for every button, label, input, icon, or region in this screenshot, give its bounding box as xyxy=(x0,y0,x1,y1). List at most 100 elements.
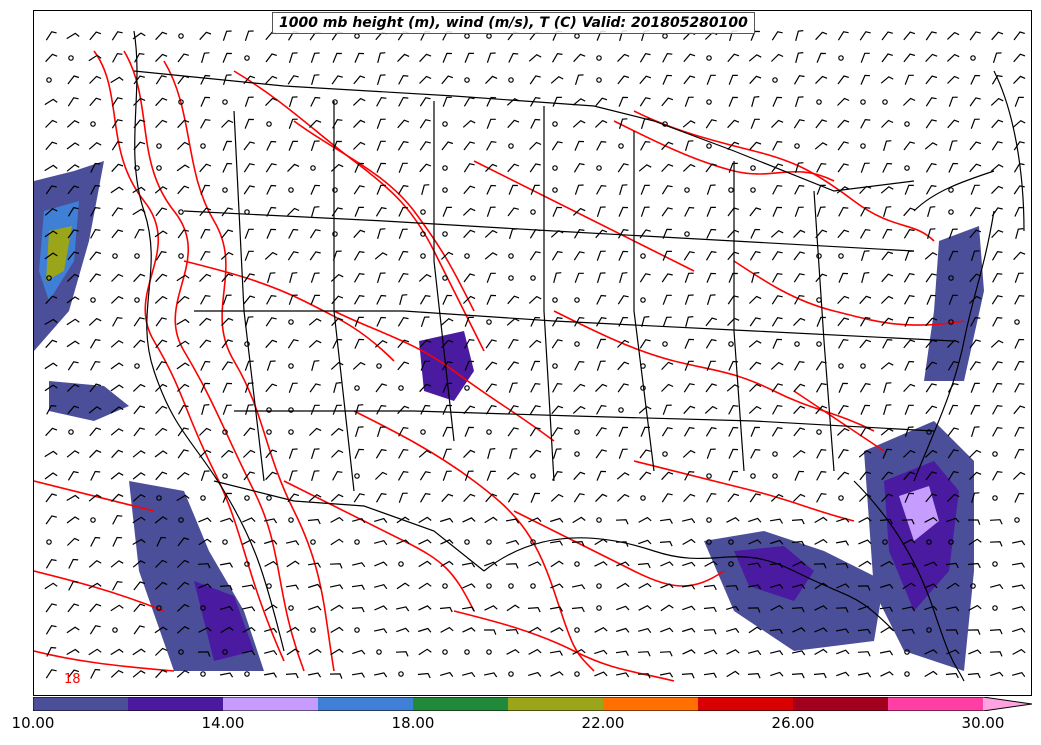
wind-barb xyxy=(442,96,452,107)
wind-barb xyxy=(155,53,168,63)
wind-barb xyxy=(659,651,673,657)
wind-barb xyxy=(264,650,278,656)
wind-barb xyxy=(616,472,630,480)
wind-barb xyxy=(990,97,1004,106)
wind-barb xyxy=(637,562,651,569)
wind-barb xyxy=(880,560,894,567)
wind-barb xyxy=(836,583,850,589)
wind-barb xyxy=(748,405,762,414)
wind-barb xyxy=(310,404,320,415)
wind-barb xyxy=(728,426,739,437)
wind-barb xyxy=(706,228,717,239)
calm-wind-circle xyxy=(508,583,514,589)
wind-barb xyxy=(903,383,916,393)
wind-barb xyxy=(530,492,540,503)
wind-barb xyxy=(791,540,805,547)
wind-barb xyxy=(770,493,784,502)
wind-barb xyxy=(530,184,540,195)
calm-wind-circle xyxy=(552,165,558,171)
wind-barb xyxy=(659,672,674,678)
wind-barb xyxy=(770,53,784,62)
wind-barb xyxy=(793,75,805,85)
wind-barb xyxy=(45,559,57,569)
wind-barb xyxy=(682,449,696,458)
wind-barb xyxy=(795,30,804,41)
wind-barb xyxy=(880,362,894,370)
wind-barb xyxy=(463,229,476,239)
wind-barb xyxy=(45,669,57,679)
wind-barb xyxy=(442,448,452,459)
wind-barb xyxy=(286,648,300,656)
wind-barb xyxy=(529,251,541,261)
wind-barb xyxy=(595,449,607,459)
wind-barb xyxy=(815,405,828,415)
wind-barb xyxy=(266,294,277,305)
wind-barb xyxy=(747,607,761,613)
wind-barb xyxy=(66,119,80,128)
calm-wind-circle xyxy=(376,649,382,655)
wind-barb xyxy=(133,317,145,327)
calm-wind-circle xyxy=(222,649,228,655)
colorbar-segment xyxy=(698,697,793,711)
wind-barb xyxy=(308,318,322,326)
wind-barb xyxy=(618,118,628,129)
wind-barb xyxy=(462,672,476,678)
wind-barb xyxy=(462,583,476,589)
wind-barb xyxy=(924,516,938,523)
calm-wind-circle xyxy=(464,253,470,259)
wind-barb xyxy=(484,629,497,635)
wind-barb xyxy=(639,97,651,107)
wind-barb xyxy=(616,339,630,348)
wind-barb xyxy=(332,52,342,63)
wind-barb xyxy=(396,582,410,590)
wind-barb xyxy=(814,605,828,611)
wind-barb xyxy=(1014,272,1024,283)
wind-barb xyxy=(397,185,409,195)
calm-wind-circle xyxy=(574,341,580,347)
wind-barb xyxy=(990,339,1004,348)
calm-wind-circle xyxy=(530,209,536,215)
wind-barb xyxy=(572,207,586,216)
wind-barb xyxy=(222,30,232,41)
wind-barb xyxy=(552,206,563,217)
wind-barb xyxy=(200,184,211,195)
wind-barb xyxy=(486,470,496,481)
calm-wind-circle xyxy=(552,187,558,193)
wind-barb xyxy=(596,184,607,195)
wind-barb xyxy=(354,448,365,459)
calm-wind-circle xyxy=(156,495,162,501)
wind-barb xyxy=(351,584,365,590)
wind-barb xyxy=(265,471,278,481)
wind-barb xyxy=(640,206,650,217)
wind-barb xyxy=(662,404,672,415)
wind-barb xyxy=(793,405,806,415)
calm-wind-circle xyxy=(46,275,52,281)
wind-barb xyxy=(835,628,850,634)
wind-barb xyxy=(265,383,278,393)
wind-barb xyxy=(594,671,608,677)
wind-barb xyxy=(550,560,564,568)
wind-barb xyxy=(200,382,211,393)
wind-barb xyxy=(376,294,387,305)
wind-barb xyxy=(418,449,432,458)
wind-barb xyxy=(463,273,475,283)
wind-barb xyxy=(838,382,848,393)
wind-barb xyxy=(288,52,298,63)
calm-wind-circle xyxy=(904,121,910,127)
wind-barb xyxy=(90,228,101,239)
wind-barb xyxy=(924,251,938,260)
wind-barb xyxy=(750,118,760,129)
wind-barb xyxy=(221,207,233,217)
wind-barb xyxy=(485,75,498,85)
wind-barb xyxy=(1011,540,1026,546)
wind-barb xyxy=(396,539,410,545)
calm-wind-circle xyxy=(706,473,712,479)
wind-barb xyxy=(924,449,938,458)
colorbar-tick-label: 30.00 xyxy=(961,714,1005,732)
wind-barb xyxy=(837,141,849,151)
wind-barb xyxy=(945,562,959,569)
wind-barb xyxy=(640,140,651,151)
wind-barb xyxy=(1013,141,1025,151)
wind-barb xyxy=(333,382,342,393)
wind-barb xyxy=(354,338,365,349)
